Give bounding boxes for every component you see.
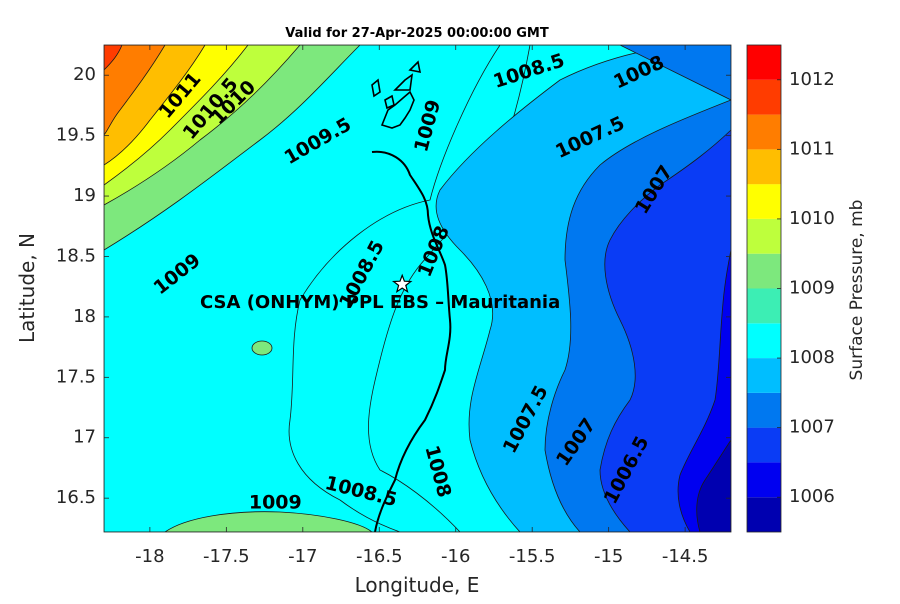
y-tick-label: 19.5 [56, 125, 96, 146]
x-axis-label: Longitude, E [355, 573, 480, 597]
colorbar-ticks: 1006 1007 1008 1009 1010 1011 1012 [777, 69, 835, 507]
colorbar-tick-label: 1011 [789, 138, 835, 159]
pressure-band-1006_5 [599, 129, 731, 532]
plot-frame [103, 44, 732, 533]
colorbar-segment [747, 427, 781, 463]
x-axis: -18 -17.5 -17 -16.5 -16 -15.5 -15 -14.5 [135, 45, 708, 567]
colorbar-segment [747, 218, 781, 254]
station-layer: CSA (ONHYM) PPL EBS – Mauritania [200, 273, 560, 313]
x-tick-label: -15 [594, 546, 623, 567]
chart-title: Valid for 27-Apr-2025 00:00:00 GMT [285, 26, 549, 41]
y-tick-label: 18.5 [56, 245, 96, 266]
colorbar-label: Surface Pressure, mb [847, 200, 867, 381]
colorbar-tick-label: 1010 [789, 208, 835, 229]
station-label: CSA (ONHYM) PPL EBS – Mauritania [200, 292, 560, 313]
colorbar-tick-label: 1012 [789, 69, 835, 90]
y-axis: 16.5 17 17.5 18 18.5 19 19.5 20 [56, 64, 731, 508]
y-tick-label: 16.5 [56, 487, 96, 508]
colorbar-segment [747, 392, 781, 428]
x-tick-label: -16 [441, 546, 470, 567]
colorbar-segment [747, 79, 781, 115]
y-tick-label: 18 [73, 306, 96, 327]
colorbar-segment [747, 323, 781, 359]
colorbar-segment [747, 288, 781, 324]
colorbar-tick-label: 1006 [789, 486, 835, 507]
pressure-bands [104, 45, 731, 532]
colorbar-segment [747, 149, 781, 185]
pressure-band-1005_5 [696, 439, 731, 532]
x-tick-label: -17.5 [203, 546, 250, 567]
colorbar-segment [747, 462, 781, 498]
colorbar-tick-label: 1007 [789, 417, 835, 438]
colorbar-segment [747, 184, 781, 219]
contour-label: 1009 [249, 492, 302, 514]
pressure-band-1009-island [251, 340, 273, 356]
colorbar-segment [747, 497, 781, 532]
x-tick-label: -15.5 [509, 546, 556, 567]
pressure-band-1009-south [164, 511, 373, 532]
coastline-path [371, 150, 452, 532]
x-tick-label: -14.5 [662, 546, 709, 567]
y-tick-label: 17.5 [56, 366, 96, 387]
y-tick-label: 17 [73, 427, 96, 448]
colorbar-segment [747, 45, 781, 80]
coastline [371, 60, 452, 532]
banc-arguin-islands [371, 60, 422, 129]
x-tick-label: -17 [288, 546, 317, 567]
y-axis-label: Latitude, N [15, 233, 39, 343]
colorbar-segment [747, 358, 781, 393]
station-star-marker [391, 273, 413, 293]
colorbar-segment [747, 114, 781, 150]
y-tick-label: 20 [73, 64, 96, 85]
x-tick-label: -16.5 [356, 546, 403, 567]
colorbar-tick-label: 1008 [789, 347, 835, 368]
colorbar-segment [747, 253, 781, 289]
pressure-band-1011 [104, 45, 166, 136]
y-tick-label: 19 [73, 185, 96, 206]
colorbar-tick-label: 1009 [789, 278, 835, 299]
x-tick-label: -18 [135, 546, 164, 567]
colorbar [746, 44, 782, 533]
